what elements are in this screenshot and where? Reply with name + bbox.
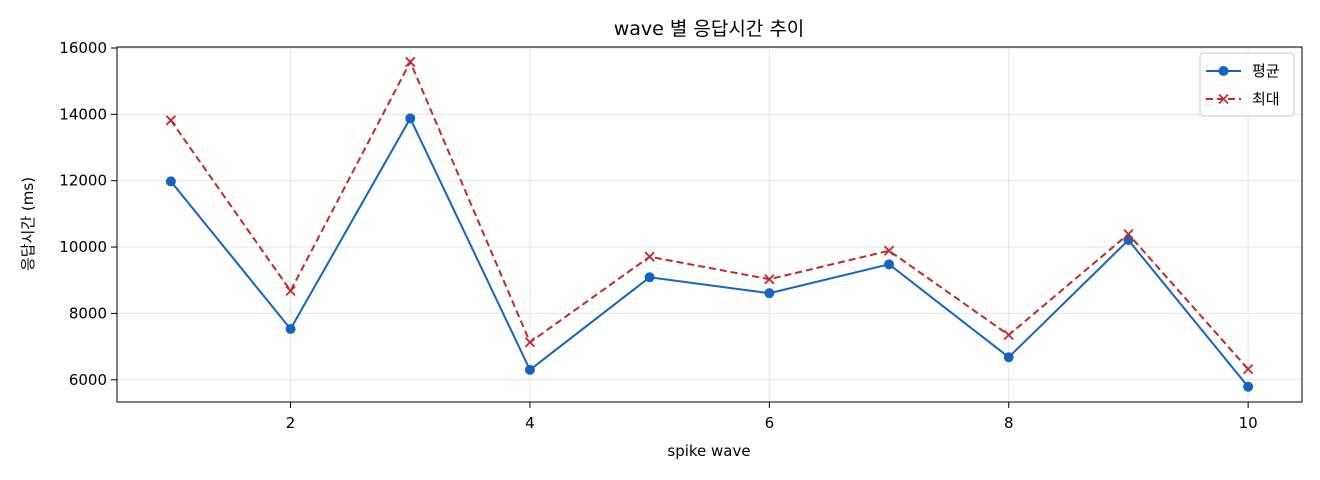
data-point	[405, 113, 416, 124]
legend-item: 평균	[1206, 62, 1280, 80]
x-tick-label: 6	[765, 414, 775, 432]
grid	[117, 47, 1302, 402]
x-tick-label: 4	[525, 414, 535, 432]
data-point	[1243, 381, 1254, 392]
legend-box	[1199, 52, 1295, 117]
data-point	[644, 272, 655, 283]
y-tick-label: 6000	[69, 371, 107, 389]
series-line	[170, 116, 1249, 388]
data-point	[883, 245, 895, 256]
x-tick-label: 10	[1239, 414, 1258, 432]
data-point	[1003, 352, 1014, 363]
data-point	[524, 337, 536, 348]
data-point	[764, 274, 775, 285]
plot-area-frame	[116, 46, 1303, 403]
chart-title: wave 별 응답시간 추이	[614, 18, 805, 40]
legend-label: 최대	[1252, 90, 1280, 108]
legend-label: 평균	[1252, 62, 1280, 80]
data-point	[285, 324, 296, 335]
series-layer	[165, 56, 1254, 392]
y-tick-label: 12000	[59, 172, 107, 190]
x-tick-label: 8	[1004, 414, 1014, 432]
y-axis-label: 응답시간 (ms)	[19, 177, 37, 271]
x-axis: 2 4 6 8 10	[286, 402, 1258, 432]
data-point	[524, 364, 535, 375]
x-tick-label: 2	[286, 414, 296, 432]
y-tick-label: 14000	[59, 105, 107, 123]
data-point	[1003, 329, 1014, 341]
y-tick-label: 8000	[69, 304, 107, 322]
x-axis-label: spike wave	[667, 442, 750, 460]
series-2	[165, 56, 1254, 375]
data-point	[764, 288, 775, 299]
legend-marker	[1218, 66, 1229, 76]
data-point	[285, 285, 296, 296]
data-point	[884, 259, 895, 270]
legend-marker	[1218, 93, 1229, 105]
data-point	[1123, 228, 1134, 240]
data-point	[165, 115, 177, 126]
series-line	[170, 59, 1249, 370]
y-axis: 6000 8000 10000 12000 14000 16000	[59, 39, 117, 389]
y-tick-label: 10000	[59, 238, 107, 256]
legend-item: 최대	[1206, 90, 1280, 108]
data-point	[644, 251, 655, 262]
data-point	[165, 176, 176, 187]
y-tick-label: 16000	[59, 39, 107, 57]
series-1	[165, 113, 1254, 392]
data-point	[405, 56, 416, 68]
data-point	[1242, 364, 1254, 375]
